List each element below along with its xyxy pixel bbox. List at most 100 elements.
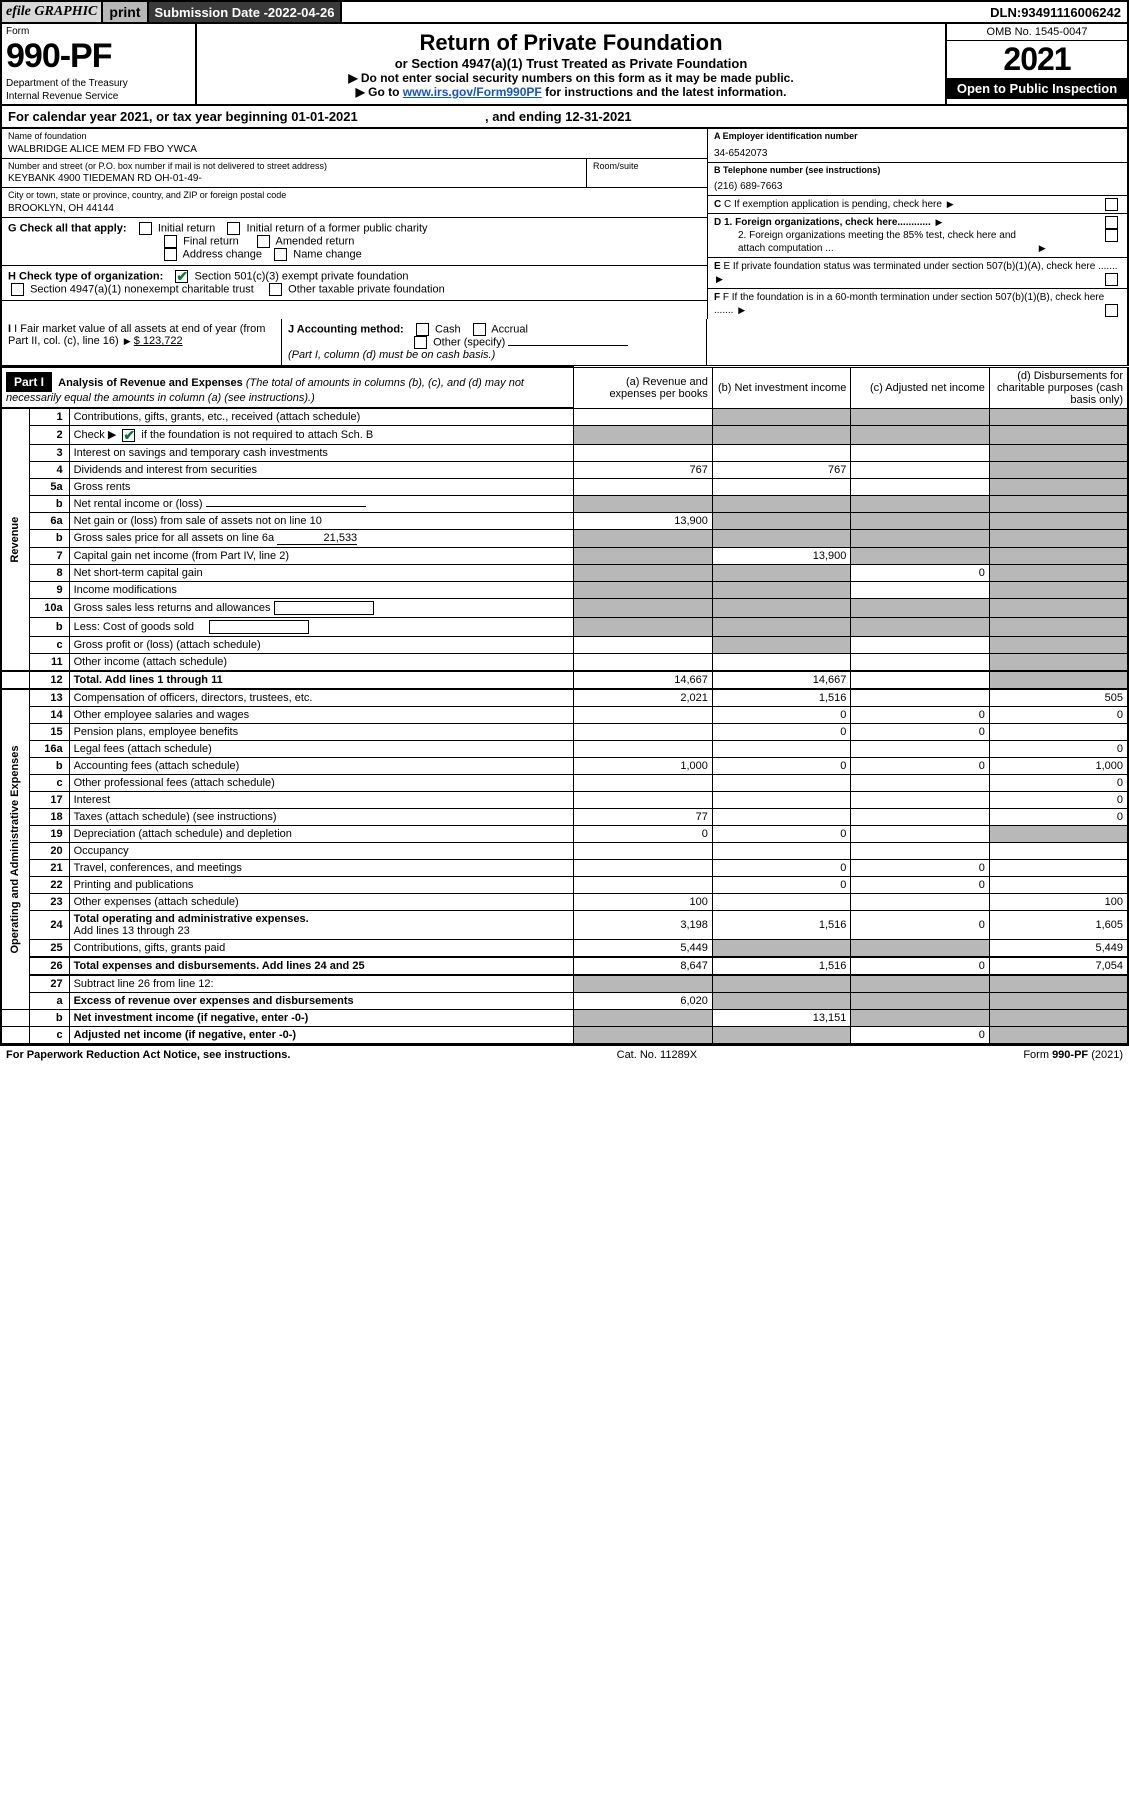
efile-label: efile GRAPHIC — [2, 2, 103, 22]
c-cell: C C If exemption application is pending,… — [708, 196, 1127, 214]
address-cell: Number and street (or P.O. box number if… — [2, 159, 587, 189]
instructions-link[interactable]: www.irs.gov/Form990PF — [403, 85, 542, 99]
form-word: Form — [6, 26, 189, 37]
paperwork-notice: For Paperwork Reduction Act Notice, see … — [6, 1049, 290, 1061]
checkbox-d2[interactable] — [1105, 229, 1118, 242]
f-cell: F F If the foundation is in a 60-month t… — [708, 289, 1127, 319]
part1-table: Part I Analysis of Revenue and Expenses … — [0, 366, 1129, 1045]
form-title-block: Return of Private Foundation or Section … — [197, 24, 947, 104]
submission-date: Submission Date - 2022-04-26 — [149, 2, 343, 22]
table-row: 15Pension plans, employee benefits 00 — [1, 723, 1128, 740]
table-row: 22Printing and publications 00 — [1, 876, 1128, 893]
checkbox-501c3[interactable] — [175, 270, 188, 283]
checkbox-f[interactable] — [1105, 304, 1118, 317]
table-row: 20Occupancy — [1, 842, 1128, 859]
topbar: efile GRAPHIC print Submission Date - 20… — [0, 0, 1129, 24]
table-row: 24Total operating and administrative exp… — [1, 910, 1128, 939]
calendar-year-line: For calendar year 2021, or tax year begi… — [0, 106, 1129, 129]
form-year-block: OMB No. 1545-0047 2021 Open to Public In… — [947, 24, 1127, 104]
table-row: bGross sales price for all assets on lin… — [1, 529, 1128, 547]
table-row: 17Interest 0 — [1, 791, 1128, 808]
form-number: 990-PF — [6, 37, 189, 76]
table-row: 19Depreciation (attach schedule) and dep… — [1, 825, 1128, 842]
table-row: cOther professional fees (attach schedul… — [1, 774, 1128, 791]
revenue-vlabel: Revenue — [1, 408, 29, 671]
table-row: cAdjusted net income (if negative, enter… — [1, 1026, 1128, 1044]
form-ref: Form 990-PF (2021) — [1023, 1049, 1123, 1061]
form-title: Return of Private Foundation — [203, 30, 939, 56]
checkbox-other-method[interactable] — [414, 336, 427, 349]
city-cell: City or town, state or province, country… — [2, 188, 707, 218]
part1-label: Part I — [6, 372, 52, 392]
phone-cell: B Telephone number (see instructions) (2… — [708, 163, 1127, 197]
table-row: bLess: Cost of goods sold — [1, 617, 1128, 636]
table-row: 25Contributions, gifts, grants paid 5,44… — [1, 939, 1128, 957]
table-row: 26Total expenses and disbursements. Add … — [1, 957, 1128, 975]
table-row: bAccounting fees (attach schedule) 1,000… — [1, 757, 1128, 774]
table-row: 7Capital gain net income (from Part IV, … — [1, 547, 1128, 564]
checkbox-accrual[interactable] — [473, 323, 486, 336]
form-header: Form 990-PF Department of the Treasury I… — [0, 24, 1129, 106]
table-row: 23Other expenses (attach schedule) 10010… — [1, 893, 1128, 910]
col-c-header: (c) Adjusted net income — [851, 367, 990, 408]
checkbox-other-taxable[interactable] — [269, 283, 282, 296]
table-row: 6aNet gain or (loss) from sale of assets… — [1, 512, 1128, 529]
instructions-link-line: ▶ Go to www.irs.gov/Form990PF for instru… — [203, 85, 939, 99]
table-row: 3Interest on savings and temporary cash … — [1, 444, 1128, 461]
checkbox-c[interactable] — [1105, 198, 1118, 211]
ssn-warning: ▶ Do not enter social security numbers o… — [203, 71, 939, 85]
table-row: 16aLegal fees (attach schedule) 0 — [1, 740, 1128, 757]
checkbox-e[interactable] — [1105, 273, 1118, 286]
name-cell: Name of foundation WALBRIDGE ALICE MEM F… — [2, 129, 707, 159]
print-label: print — [103, 2, 148, 22]
expenses-vlabel: Operating and Administrative Expenses — [1, 689, 29, 1010]
checkbox-initial-return[interactable] — [139, 222, 152, 235]
checkbox-4947a1[interactable] — [11, 283, 24, 296]
ein-cell: A Employer identification number 34-6542… — [708, 129, 1127, 163]
table-row: 18Taxes (attach schedule) (see instructi… — [1, 808, 1128, 825]
checkbox-final-return[interactable] — [164, 235, 177, 248]
table-row: Operating and Administrative Expenses 13… — [1, 689, 1128, 707]
irs-label: Internal Revenue Service — [6, 91, 189, 102]
i-j-row: I I Fair market value of all assets at e… — [0, 319, 1129, 366]
checkbox-amended[interactable] — [257, 235, 270, 248]
table-row: 11Other income (attach schedule) — [1, 653, 1128, 671]
room-cell: Room/suite — [587, 159, 707, 189]
page-footer: For Paperwork Reduction Act Notice, see … — [0, 1045, 1129, 1064]
table-row: 2Check ▶ if the foundation is not requir… — [1, 426, 1128, 445]
form-number-block: Form 990-PF Department of the Treasury I… — [2, 24, 197, 104]
table-row: 27Subtract line 26 from line 12: — [1, 975, 1128, 993]
checkbox-address-change[interactable] — [164, 248, 177, 261]
table-row: 5aGross rents — [1, 478, 1128, 495]
table-row: 10aGross sales less returns and allowanc… — [1, 598, 1128, 617]
checkbox-cash[interactable] — [416, 323, 429, 336]
col-a-header: (a) Revenue and expenses per books — [574, 367, 713, 408]
e-cell: E E If private foundation status was ter… — [708, 258, 1127, 289]
g-check-row: G Check all that apply: Initial return I… — [2, 218, 707, 266]
table-row: 9Income modifications — [1, 581, 1128, 598]
table-row: bNet rental income or (loss) — [1, 495, 1128, 512]
table-row: 12Total. Add lines 1 through 11 14,66714… — [1, 671, 1128, 689]
checkbox-name-change[interactable] — [274, 248, 287, 261]
checkbox-initial-former[interactable] — [227, 222, 240, 235]
fmv-value: $ 123,722 — [134, 335, 183, 347]
form-subtitle: or Section 4947(a)(1) Trust Treated as P… — [203, 56, 939, 71]
d-cell: D 1. Foreign organizations, check here..… — [708, 214, 1127, 258]
dept-treasury: Department of the Treasury — [6, 78, 189, 89]
table-row: 21Travel, conferences, and meetings 00 — [1, 859, 1128, 876]
topbar-spacer — [342, 2, 984, 22]
table-row: 8Net short-term capital gain 0 — [1, 564, 1128, 581]
checkbox-sch-b[interactable] — [122, 429, 135, 442]
table-row: 14Other employee salaries and wages 000 — [1, 706, 1128, 723]
table-row: Revenue 1Contributions, gifts, grants, e… — [1, 408, 1128, 426]
tax-year: 2021 — [947, 41, 1127, 79]
omb-number: OMB No. 1545-0047 — [947, 24, 1127, 41]
table-row: 4Dividends and interest from securities … — [1, 461, 1128, 478]
open-to-public: Open to Public Inspection — [947, 79, 1127, 99]
table-row: aExcess of revenue over expenses and dis… — [1, 992, 1128, 1009]
col-b-header: (b) Net investment income — [712, 367, 851, 408]
checkbox-d1[interactable] — [1105, 216, 1118, 229]
table-row: bNet investment income (if negative, ent… — [1, 1009, 1128, 1026]
h-check-row: H Check type of organization: Section 50… — [2, 266, 707, 301]
col-d-header: (d) Disbursements for charitable purpose… — [989, 367, 1128, 408]
